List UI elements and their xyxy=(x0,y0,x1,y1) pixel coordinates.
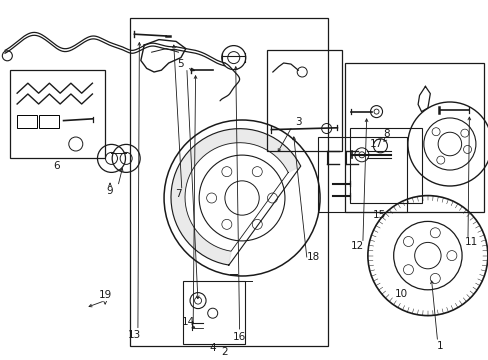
Bar xyxy=(10,70,105,158)
Text: 10: 10 xyxy=(394,289,407,300)
Bar xyxy=(344,63,483,212)
Text: 16: 16 xyxy=(232,332,246,342)
Text: 6: 6 xyxy=(53,161,60,171)
Bar xyxy=(266,50,342,151)
Text: 12: 12 xyxy=(349,240,363,251)
Text: 5: 5 xyxy=(177,59,184,69)
Text: 18: 18 xyxy=(305,252,319,262)
Bar xyxy=(129,18,327,346)
Text: 19: 19 xyxy=(98,290,112,300)
Text: 3: 3 xyxy=(294,117,301,127)
Text: 14: 14 xyxy=(181,317,195,327)
Text: 4: 4 xyxy=(209,343,216,354)
Text: 7: 7 xyxy=(175,189,182,199)
Bar xyxy=(349,128,421,203)
Text: 8: 8 xyxy=(382,129,389,139)
Text: 15: 15 xyxy=(371,210,385,220)
Text: 13: 13 xyxy=(127,330,141,340)
Bar xyxy=(39,115,59,128)
Text: 11: 11 xyxy=(464,237,478,247)
Text: 2: 2 xyxy=(221,347,228,357)
Bar xyxy=(17,115,37,128)
Text: 9: 9 xyxy=(106,186,113,196)
Polygon shape xyxy=(171,129,300,265)
Bar xyxy=(317,137,406,212)
Text: 17: 17 xyxy=(369,139,383,149)
Bar xyxy=(183,281,244,344)
Text: 1: 1 xyxy=(436,341,443,351)
